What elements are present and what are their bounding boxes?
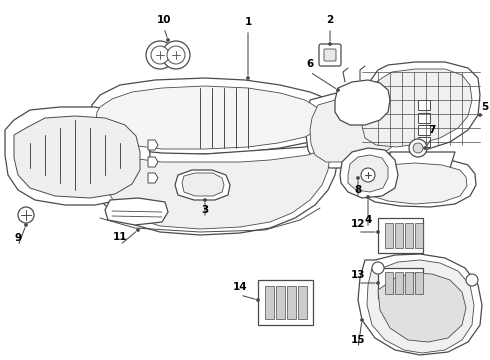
Polygon shape — [105, 198, 168, 225]
Polygon shape — [340, 148, 398, 198]
Circle shape — [18, 207, 34, 223]
Polygon shape — [88, 128, 340, 235]
Circle shape — [361, 168, 375, 182]
Bar — [265, 286, 274, 319]
Bar — [415, 223, 423, 248]
Circle shape — [357, 176, 360, 180]
Polygon shape — [306, 88, 418, 168]
Polygon shape — [390, 152, 455, 175]
Polygon shape — [363, 163, 467, 204]
Bar — [395, 272, 403, 294]
Circle shape — [479, 113, 482, 117]
Bar — [276, 286, 285, 319]
Text: 11: 11 — [113, 232, 127, 242]
Polygon shape — [362, 69, 472, 147]
Circle shape — [167, 39, 170, 41]
Bar — [418, 100, 430, 110]
Circle shape — [24, 224, 27, 226]
Circle shape — [256, 298, 260, 302]
Text: 1: 1 — [245, 17, 252, 27]
Circle shape — [137, 229, 140, 231]
Text: 4: 4 — [364, 215, 372, 225]
Polygon shape — [358, 254, 482, 355]
Polygon shape — [354, 62, 480, 154]
Polygon shape — [348, 155, 388, 192]
Bar — [378, 218, 423, 253]
Text: 10: 10 — [157, 15, 171, 25]
Circle shape — [409, 139, 427, 157]
Circle shape — [367, 195, 369, 198]
Text: 2: 2 — [326, 15, 334, 25]
Polygon shape — [88, 78, 340, 154]
Bar — [258, 280, 313, 325]
Text: 9: 9 — [14, 233, 22, 243]
Circle shape — [146, 41, 174, 69]
Bar — [287, 286, 296, 319]
Text: 14: 14 — [233, 282, 247, 292]
Text: 8: 8 — [354, 185, 362, 195]
Circle shape — [203, 198, 206, 202]
Text: 12: 12 — [351, 219, 365, 229]
Circle shape — [466, 274, 478, 286]
Bar — [298, 286, 307, 319]
FancyBboxPatch shape — [319, 44, 341, 66]
Bar — [378, 268, 423, 298]
Circle shape — [361, 319, 364, 321]
Polygon shape — [14, 116, 140, 198]
Circle shape — [376, 230, 379, 234]
Polygon shape — [5, 107, 150, 205]
Polygon shape — [335, 80, 390, 125]
Polygon shape — [148, 173, 158, 183]
Bar — [405, 272, 413, 294]
Circle shape — [372, 262, 384, 274]
Polygon shape — [355, 158, 476, 207]
Bar — [405, 223, 413, 248]
Polygon shape — [96, 86, 322, 149]
Bar — [418, 113, 430, 123]
Circle shape — [162, 41, 190, 69]
Bar — [418, 125, 430, 135]
Circle shape — [376, 282, 379, 284]
Text: 5: 5 — [481, 102, 489, 112]
FancyBboxPatch shape — [324, 49, 336, 61]
Polygon shape — [182, 173, 224, 196]
Circle shape — [328, 42, 332, 45]
Text: 6: 6 — [306, 59, 314, 69]
Text: 7: 7 — [428, 125, 436, 135]
Polygon shape — [378, 273, 466, 342]
Polygon shape — [175, 170, 230, 200]
Circle shape — [151, 46, 169, 64]
Polygon shape — [148, 140, 158, 150]
Polygon shape — [100, 135, 330, 229]
Text: 3: 3 — [201, 205, 209, 215]
Bar — [385, 223, 393, 248]
Circle shape — [423, 147, 426, 149]
Polygon shape — [310, 95, 406, 162]
Text: 15: 15 — [351, 335, 365, 345]
Bar — [385, 272, 393, 294]
Circle shape — [246, 77, 249, 80]
Bar — [415, 272, 423, 294]
Circle shape — [413, 143, 423, 153]
Text: 13: 13 — [351, 270, 365, 280]
Polygon shape — [367, 260, 474, 353]
Circle shape — [167, 46, 185, 64]
Bar — [418, 137, 430, 147]
Circle shape — [337, 89, 340, 91]
Polygon shape — [148, 157, 158, 167]
Bar — [395, 223, 403, 248]
